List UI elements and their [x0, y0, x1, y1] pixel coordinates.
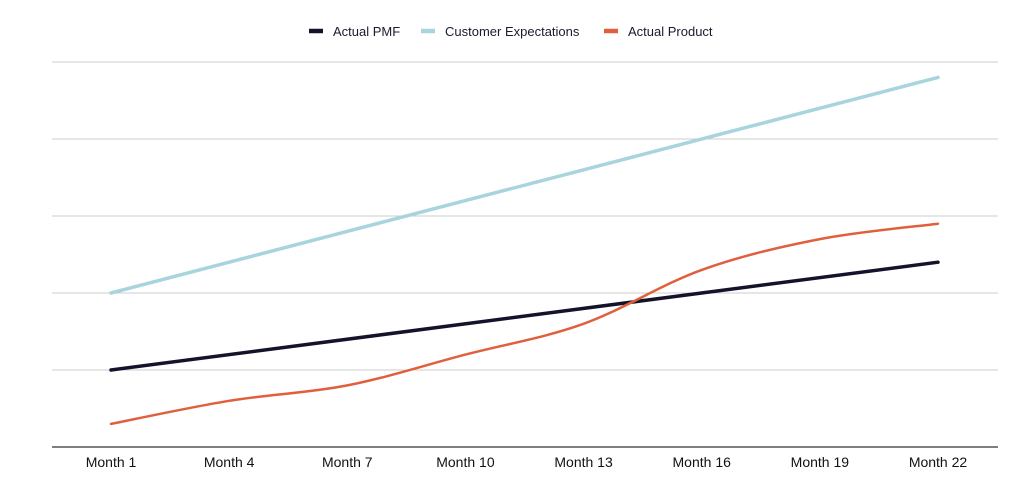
series-layer: [109, 75, 940, 426]
x-tick-label: Month 22: [909, 454, 968, 470]
x-tick-label: Month 7: [322, 454, 373, 470]
legend-label: Customer Expectations: [445, 24, 580, 39]
x-tick-label: Month 13: [554, 454, 613, 470]
series-line-customer-expectations: [109, 75, 940, 295]
legend: Actual PMF Customer Expectations Actual Pr…: [309, 24, 713, 39]
x-tick-label: Month 19: [791, 454, 850, 470]
x-tick-label: Month 4: [204, 454, 255, 470]
series-line-actual-product: [109, 222, 940, 426]
legend-label: Actual Product: [628, 24, 713, 39]
x-axis-ticks: Month 1 Month 4 Month 7 Month 10 Month 13 Mon…: [86, 454, 968, 470]
legend-label: Actual PMF: [333, 24, 400, 39]
x-tick-label: Month 1: [86, 454, 137, 470]
x-tick-label: Month 10: [436, 454, 495, 470]
x-tick-label: Month 16: [673, 454, 732, 470]
series-line-actual-pmf: [109, 260, 940, 372]
grid-lines: [52, 61, 998, 371]
